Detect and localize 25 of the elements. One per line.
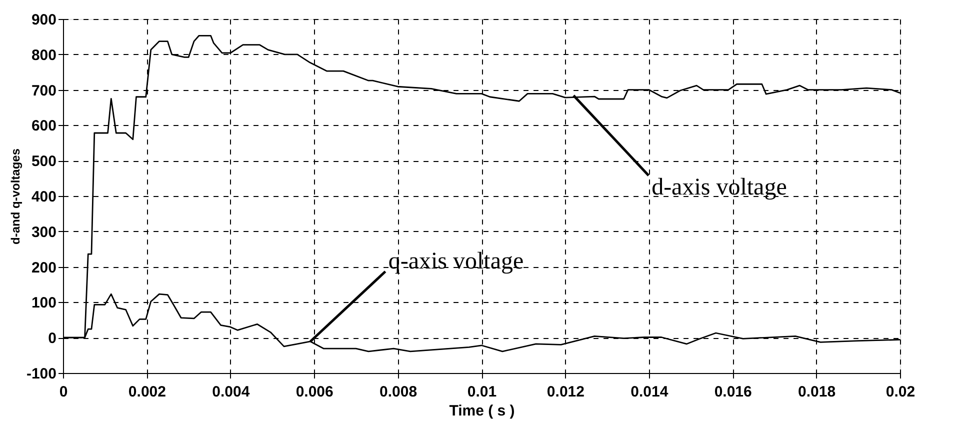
y-tick-label: -100 (26, 366, 56, 382)
y-tick-label: 100 (31, 294, 56, 312)
x-tick-label: 0 (59, 384, 68, 400)
x-tick-label: 0.002 (128, 384, 166, 400)
x-tick-label: 0.02 (886, 384, 916, 400)
y-tick-label: 200 (31, 259, 56, 276)
y-tick-label: 900 (31, 12, 56, 28)
y-tick-label: 600 (31, 118, 56, 135)
x-tick-label: 0.004 (212, 384, 250, 400)
x-tick-label: 0.008 (380, 384, 418, 400)
x-tick-label: 0.01 (467, 384, 497, 400)
annotation: d-axis voltage (652, 174, 787, 200)
x-tick-label: 0.018 (798, 384, 836, 400)
y-tick-label: 500 (31, 153, 56, 170)
y-tick-label: 400 (31, 188, 56, 206)
x-axis-title: Time ( s ) (449, 402, 515, 420)
y-tick-label: 300 (31, 224, 56, 241)
y-axis-title: d-and q-voltages (8, 148, 22, 245)
x-tick-label: 0.006 (296, 384, 334, 400)
x-tick-label: 0.016 (714, 384, 752, 400)
x-tick-label: 0.012 (546, 384, 584, 400)
x-tick-label: 0.014 (630, 384, 669, 400)
y-tick-label: 700 (31, 82, 56, 100)
y-tick-label: 800 (31, 46, 56, 64)
y-tick-label: 0 (48, 330, 56, 348)
